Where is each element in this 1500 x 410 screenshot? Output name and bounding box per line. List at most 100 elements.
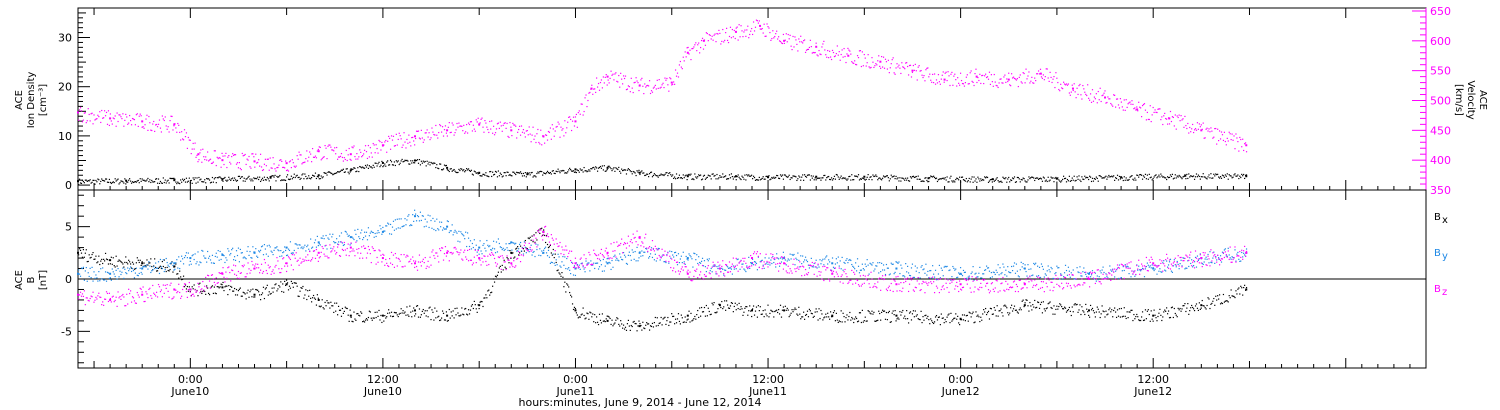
ion-density-dot: [750, 175, 752, 177]
ion-density-dot: [1070, 179, 1072, 182]
by-dot: [208, 255, 211, 257]
by-dot: [669, 250, 671, 252]
by-dot: [318, 243, 320, 245]
ion-density-dot: [739, 178, 741, 180]
by-dot: [724, 269, 726, 271]
velocity-dot: [1010, 85, 1012, 87]
velocity-dot: [845, 61, 847, 64]
velocity-dot: [552, 128, 554, 130]
bx-dot: [87, 260, 89, 263]
by-dot: [287, 248, 290, 250]
bx-dot: [389, 315, 392, 317]
ion-density-dot: [80, 182, 83, 185]
top-series-layer: [77, 19, 1248, 186]
bx-dot: [1034, 299, 1036, 302]
velocity-dot: [666, 77, 668, 80]
by-dot: [636, 246, 638, 249]
velocity-dot: [112, 117, 114, 119]
by-dot: [583, 268, 585, 270]
bx-dot: [418, 308, 421, 310]
by-dot: [450, 230, 452, 232]
velocity-dot: [337, 156, 340, 158]
ion-density-dot: [1048, 180, 1050, 182]
velocity-dot: [364, 145, 367, 147]
ion-density-dot: [367, 167, 370, 169]
bx-dot: [389, 312, 391, 314]
by-dot: [891, 263, 893, 265]
by-dot: [887, 267, 889, 269]
velocity-dot: [724, 39, 726, 42]
velocity-dot: [411, 136, 413, 139]
bx-dot: [139, 259, 141, 261]
velocity-dot: [88, 113, 90, 116]
by-dot: [244, 257, 246, 259]
by-dot: [193, 258, 195, 261]
bx-dot: [550, 252, 552, 254]
bx-dot: [1090, 309, 1093, 311]
ion-density-dot: [324, 172, 326, 174]
velocity-dot: [728, 35, 731, 38]
ion-density-dot: [624, 169, 627, 171]
by-dot: [716, 265, 718, 268]
velocity-dot: [1062, 88, 1064, 90]
by-dot: [628, 251, 630, 253]
bx-dot: [526, 247, 528, 250]
bx-dot: [124, 261, 126, 264]
bx-dot: [1057, 308, 1059, 310]
ion-density-point: [526, 173, 529, 176]
by-dot: [787, 258, 789, 260]
velocity-dot: [775, 33, 777, 35]
ion-density-dot: [786, 176, 788, 178]
by-dot: [668, 262, 670, 264]
ion-density-dot: [1017, 176, 1019, 179]
ion-density-dot: [717, 178, 719, 180]
velocity-dot: [321, 158, 323, 160]
bx-point: [446, 314, 449, 317]
by-dot: [779, 257, 782, 259]
ion-density-dot: [744, 174, 746, 176]
velocity-dot: [848, 49, 850, 51]
bx-dot: [363, 320, 365, 322]
velocity-dot: [429, 138, 431, 141]
by-dot: [925, 263, 927, 265]
by-dot: [207, 257, 210, 259]
by-dot: [923, 268, 925, 270]
velocity-dot: [739, 36, 741, 38]
velocity-dot: [1171, 116, 1174, 118]
velocity-dot: [1124, 109, 1126, 111]
by-dot: [544, 246, 547, 248]
by-point: [1152, 267, 1155, 270]
ion-density-dot: [427, 163, 429, 165]
by-dot: [614, 254, 616, 256]
ion-density-dot: [182, 180, 185, 182]
ion-density-dot: [440, 163, 442, 165]
bx-dot: [337, 314, 339, 316]
bx-dot: [611, 319, 613, 321]
ion-density-dot: [907, 180, 910, 182]
velocity-dot: [344, 158, 346, 161]
by-dot: [215, 252, 217, 254]
bx-dot: [1114, 307, 1116, 309]
by-dot: [398, 218, 400, 220]
velocity-dot: [132, 118, 135, 120]
ion-density-dot: [726, 178, 728, 180]
by-dot: [93, 271, 95, 273]
velocity-dot: [985, 73, 987, 75]
by-dot: [648, 257, 650, 259]
velocity-dot: [630, 77, 632, 79]
bx-dot: [968, 311, 970, 313]
bx-dot: [1013, 305, 1016, 307]
ion-density-dot: [928, 180, 930, 183]
ion-density-dot: [1096, 177, 1098, 180]
velocity-dot: [683, 60, 685, 62]
bx-dot: [393, 311, 396, 314]
ion-density-dot: [154, 181, 156, 183]
velocity-dot: [185, 132, 188, 134]
bx-dot: [1188, 313, 1190, 315]
ion-density-dot: [920, 180, 922, 182]
bx-dot: [736, 304, 738, 306]
bx-dot: [1085, 303, 1087, 306]
bx-dot: [1124, 315, 1126, 317]
velocity-dot: [164, 116, 166, 118]
bx-dot: [1196, 307, 1199, 309]
